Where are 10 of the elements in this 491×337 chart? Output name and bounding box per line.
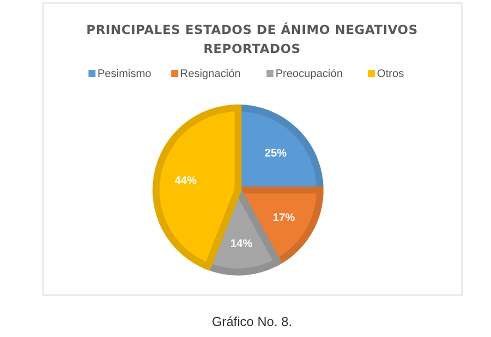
legend-label: Resignación xyxy=(180,68,241,80)
text: Gráfico No. 8. xyxy=(212,314,292,329)
data-label: 14% xyxy=(230,238,253,250)
legend-label: Preocupación xyxy=(275,68,343,80)
data-label: 44% xyxy=(174,175,197,188)
chart-title: PRINCIPALES ESTADOS DE ÁNIMO NEGATIVOS REPORTADOS xyxy=(86,22,418,56)
legend-label: Pesimismo xyxy=(97,68,152,80)
legend-label: Otros xyxy=(377,68,404,80)
data-label: 25% xyxy=(264,147,287,160)
data-label: 17% xyxy=(272,212,296,224)
